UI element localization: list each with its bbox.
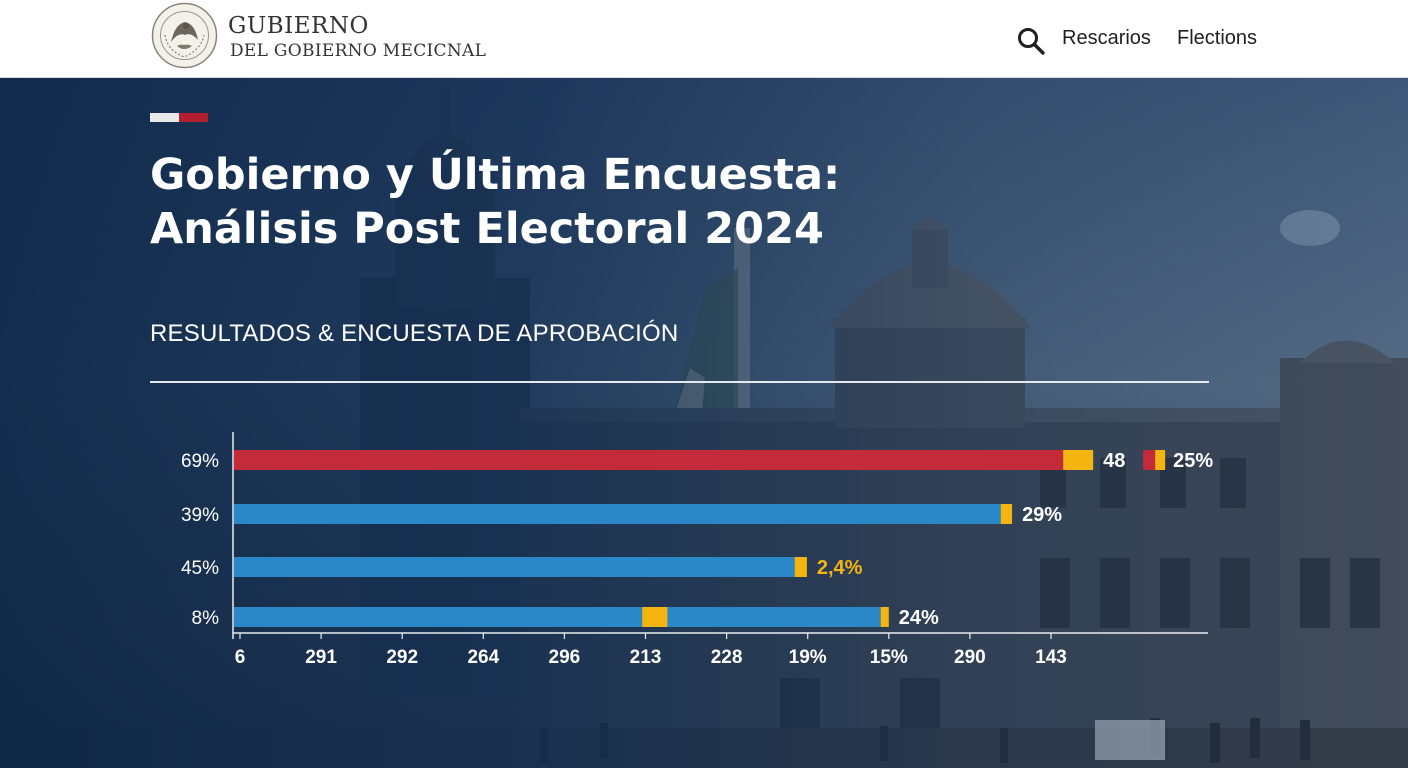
hero-gradient-overlay — [0, 78, 1408, 768]
page-title: Gobierno y Última Encuesta: Análisis Pos… — [150, 148, 970, 256]
title-line-2: Análisis Post Electoral 2024 — [150, 204, 824, 254]
site-header: GUBIERNO DEL GOBIERNO MECICNAL Rescarios… — [0, 0, 1408, 78]
divider — [150, 381, 1209, 383]
nav-link-rescarios[interactable]: Rescarios — [1062, 27, 1151, 49]
hero-section — [0, 78, 1408, 768]
search-icon[interactable] — [1016, 26, 1046, 56]
accent-flag-bar — [150, 113, 208, 122]
brand-subtitle: DEL GOBIERNO MECICNAL — [230, 41, 487, 61]
national-seal-logo[interactable] — [151, 2, 218, 69]
section-subtitle: RESULTADOS & ENCUESTA DE APROBACIÓN — [150, 320, 679, 347]
title-line-1: Gobierno y Última Encuesta: — [150, 150, 841, 200]
brand-title: GUBIERNO — [228, 13, 369, 39]
nav-link-flections[interactable]: Flections — [1177, 27, 1258, 49]
